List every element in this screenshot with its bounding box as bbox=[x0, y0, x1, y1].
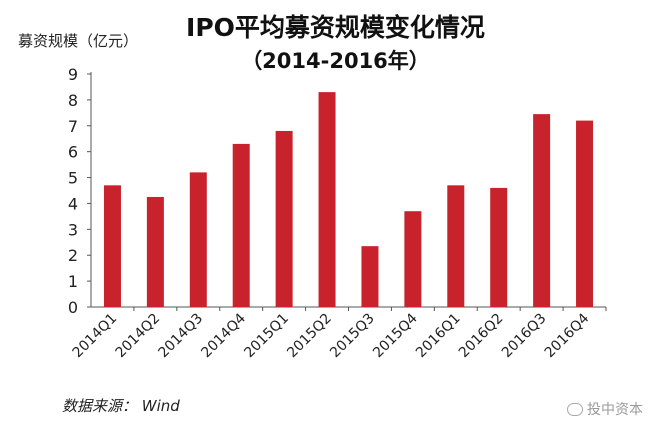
bar bbox=[490, 187, 508, 307]
x-tick-label: 2016Q4 bbox=[542, 310, 593, 361]
y-tick-label: 6 bbox=[68, 143, 78, 162]
y-tick-label: 3 bbox=[68, 220, 78, 239]
chart-subtitle: （2014-2016年） bbox=[241, 49, 430, 73]
data-source-note: 数据来源： Wind bbox=[62, 397, 180, 415]
watermark: 投中资本 bbox=[567, 399, 643, 419]
y-tick-label: 9 bbox=[68, 65, 78, 84]
y-tick-label: 1 bbox=[68, 272, 78, 291]
x-tick-label: 2016Q3 bbox=[499, 311, 550, 362]
y-tick-label: 7 bbox=[68, 117, 78, 136]
x-tick-label: 2015Q1 bbox=[241, 311, 292, 362]
y-tick-label: 2 bbox=[68, 246, 78, 265]
x-tick-label: 2015Q2 bbox=[284, 311, 335, 362]
bar bbox=[318, 92, 336, 307]
bar bbox=[533, 114, 551, 307]
x-tick-label: 2014Q2 bbox=[113, 311, 164, 362]
x-tick-label: 2016Q1 bbox=[413, 311, 464, 362]
y-tick-label: 4 bbox=[68, 194, 78, 213]
y-tick-label: 5 bbox=[68, 169, 78, 188]
y-tick-label: 8 bbox=[68, 91, 78, 110]
chart-title: IPO平均募资规模变化情况 bbox=[186, 13, 485, 42]
y-tick-label: 0 bbox=[68, 298, 78, 317]
bar bbox=[103, 185, 121, 307]
y-axis-label: 募资规模（亿元） bbox=[18, 32, 139, 50]
bar bbox=[404, 211, 422, 307]
watermark-text: 投中资本 bbox=[587, 402, 643, 418]
bar bbox=[232, 143, 250, 307]
x-tick-label: 2014Q3 bbox=[156, 311, 207, 362]
x-tick-label: 2015Q3 bbox=[327, 311, 378, 362]
wechat-icon bbox=[567, 402, 583, 416]
bar bbox=[189, 172, 207, 307]
bar bbox=[275, 130, 293, 307]
x-tick-label: 2014Q4 bbox=[198, 310, 249, 361]
bar bbox=[447, 185, 465, 307]
bar bbox=[146, 196, 164, 307]
x-tick-label: 2016Q2 bbox=[456, 311, 507, 362]
x-tick-label: 2015Q4 bbox=[370, 310, 421, 361]
bar bbox=[361, 246, 379, 307]
bar bbox=[576, 120, 594, 307]
x-tick-label: 2014Q1 bbox=[70, 311, 121, 362]
